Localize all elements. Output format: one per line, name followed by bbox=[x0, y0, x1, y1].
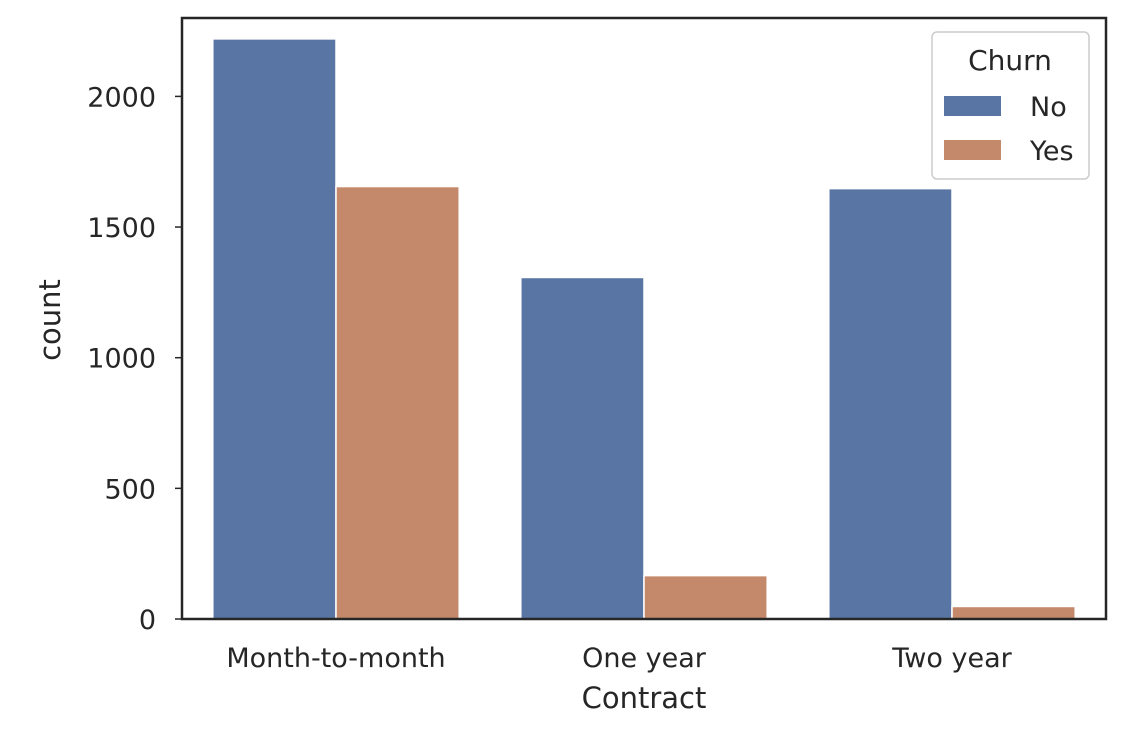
legend-label-yes: Yes bbox=[1029, 136, 1074, 167]
legend-title: Churn bbox=[968, 44, 1052, 77]
bar-no-0 bbox=[212, 38, 337, 620]
plot-frame bbox=[180, 16, 1108, 621]
legend-label-no: No bbox=[1030, 92, 1067, 123]
x-axis-ticks: Month-to-month One year Two year bbox=[226, 643, 1012, 674]
y-tick-label-2: 1000 bbox=[87, 344, 156, 375]
x-tick-label-1: One year bbox=[582, 643, 707, 674]
y-tick-label-1: 500 bbox=[104, 474, 156, 505]
bar-yes-1 bbox=[643, 574, 768, 620]
y-tick-label-0: 0 bbox=[139, 605, 156, 636]
bar-no-2 bbox=[828, 187, 953, 620]
x-tick-label-2: Two year bbox=[891, 643, 1012, 674]
legend: Churn No Yes bbox=[931, 31, 1090, 180]
bar-yes-0 bbox=[335, 185, 460, 620]
x-axis-label: Contract bbox=[582, 681, 707, 715]
legend-swatch-no bbox=[944, 96, 1001, 116]
y-axis-label: count bbox=[33, 279, 67, 361]
x-tick-label-0: Month-to-month bbox=[226, 643, 445, 674]
y-tick-label-4: 2000 bbox=[87, 82, 156, 113]
bar-no-1 bbox=[520, 276, 645, 620]
y-tick-label-3: 1500 bbox=[87, 213, 156, 244]
bar-yes-2 bbox=[951, 605, 1076, 620]
y-axis-ticks: 0 500 1000 1500 2000 bbox=[87, 82, 182, 636]
bars-group bbox=[212, 38, 1076, 620]
legend-swatch-yes bbox=[944, 140, 1001, 160]
